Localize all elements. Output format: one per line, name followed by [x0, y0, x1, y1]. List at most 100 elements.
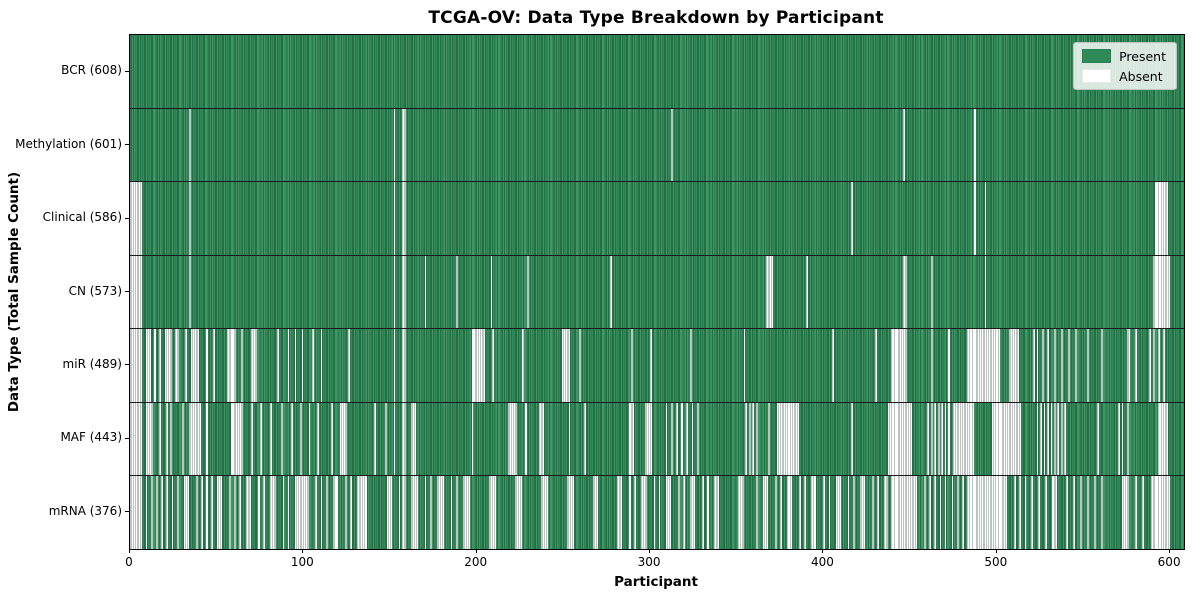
- absent-stripe: [1157, 329, 1160, 402]
- absent-stripe: [339, 402, 347, 476]
- absent-stripe: [1135, 476, 1138, 550]
- absent-stripe: [320, 329, 323, 402]
- absent-stripe: [492, 329, 495, 402]
- absent-stripe: [188, 182, 191, 255]
- absent-stripe: [398, 476, 401, 550]
- absent-stripe: [762, 476, 768, 550]
- absent-stripe: [175, 329, 179, 402]
- absent-stripe: [282, 476, 285, 550]
- absent-stripe: [799, 476, 801, 550]
- absent-stripe: [251, 402, 254, 476]
- absent-stripe: [410, 476, 418, 550]
- absent-stripe: [315, 476, 318, 550]
- legend-item-present: Present: [1082, 49, 1166, 63]
- absent-stripe: [743, 329, 746, 402]
- absent-stripe: [130, 182, 143, 255]
- x-axis-label: Participant: [614, 574, 698, 590]
- y-tick-label-MAF: MAF (443): [60, 430, 122, 445]
- x-tick-mark: [995, 549, 997, 553]
- absent-stripe: [568, 402, 571, 476]
- absent-stripe: [677, 476, 680, 550]
- absent-stripe: [182, 402, 184, 476]
- absent-stripe: [630, 329, 633, 402]
- y-tick-label-BCR: BCR (608): [61, 63, 122, 78]
- absent-stripe: [164, 329, 172, 402]
- absent-stripe: [887, 402, 912, 476]
- absent-stripe: [1064, 402, 1067, 476]
- absent-stripe: [424, 255, 427, 329]
- absent-stripe: [851, 402, 853, 476]
- legend-label-present: Present: [1119, 48, 1166, 64]
- absent-stripe: [676, 402, 678, 476]
- absent-stripe: [930, 255, 933, 329]
- absent-stripe: [852, 476, 855, 550]
- absent-stripe: [156, 476, 158, 550]
- absent-stripe: [929, 476, 931, 550]
- absent-stripe: [294, 476, 309, 550]
- absent-stripe: [393, 182, 396, 255]
- y-tick-label-CN: CN (573): [68, 283, 122, 298]
- legend-label-absent: Absent: [1119, 68, 1163, 84]
- chart-title: TCGA-OV: Data Type Breakdown by Particip…: [428, 8, 884, 28]
- row-band-CN: [130, 254, 1184, 329]
- absent-stripe: [670, 402, 673, 476]
- absent-stripe: [206, 329, 208, 402]
- absent-stripe: [490, 255, 493, 329]
- absent-stripe: [393, 329, 396, 402]
- absent-stripe: [956, 476, 959, 550]
- absent-stripe: [891, 476, 918, 550]
- absent-stripe: [670, 108, 673, 182]
- absent-stripe: [213, 329, 215, 402]
- absent-stripe: [471, 329, 486, 402]
- absent-stripe: [455, 255, 458, 329]
- absent-stripe: [1014, 476, 1016, 550]
- absent-stripe: [948, 329, 950, 402]
- absent-stripe: [188, 108, 191, 182]
- absent-stripe: [962, 476, 964, 550]
- absent-stripe: [227, 329, 236, 402]
- legend-item-absent: Absent: [1082, 69, 1166, 83]
- absent-stripe: [653, 476, 656, 550]
- absent-stripe: [350, 476, 352, 550]
- x-tick-label-500: 500: [984, 555, 1008, 569]
- x-tick-label-400: 400: [810, 555, 834, 569]
- absent-stripe: [903, 255, 907, 329]
- y-tick-mark: [125, 144, 129, 146]
- absent-stripe: [507, 402, 517, 476]
- absent-stripe: [1045, 476, 1048, 550]
- absent-stripe: [130, 255, 143, 329]
- absent-stripe: [991, 402, 1022, 476]
- absent-stripe: [930, 329, 933, 402]
- absent-stripe: [903, 108, 905, 182]
- absent-stripe: [239, 476, 241, 550]
- absent-stripe: [393, 402, 396, 476]
- y-tick-label-miR: miR (489): [62, 356, 122, 371]
- x-tick-mark: [302, 549, 304, 553]
- y-tick-label-Clinical: Clinical (586): [42, 210, 122, 225]
- absent-stripe: [1093, 476, 1096, 550]
- absent-stripe: [320, 476, 323, 550]
- absent-stripe: [540, 476, 548, 550]
- absent-stripe: [806, 255, 808, 329]
- absent-stripe: [847, 476, 850, 550]
- legend: Present Absent: [1073, 42, 1177, 90]
- absent-stripe: [332, 476, 338, 550]
- y-tick-mark: [125, 291, 129, 292]
- x-tick-label-0: 0: [125, 555, 133, 569]
- absent-stripe: [832, 329, 834, 402]
- absent-stripe: [1126, 329, 1131, 402]
- absent-stripe: [1079, 476, 1082, 550]
- absent-stripe: [402, 182, 406, 255]
- absent-stripe: [402, 476, 406, 550]
- absent-stripe: [130, 476, 143, 550]
- absent-stripe: [317, 402, 319, 476]
- absent-stripe: [188, 255, 191, 329]
- absent-stripe: [1036, 402, 1039, 476]
- absent-stripe: [402, 255, 406, 329]
- absent-stripe: [525, 402, 527, 476]
- absent-stripe: [161, 476, 163, 550]
- absent-stripe: [780, 476, 782, 550]
- absent-stripe: [658, 476, 661, 550]
- absent-stripe: [1157, 402, 1169, 476]
- absent-stripe: [984, 255, 987, 329]
